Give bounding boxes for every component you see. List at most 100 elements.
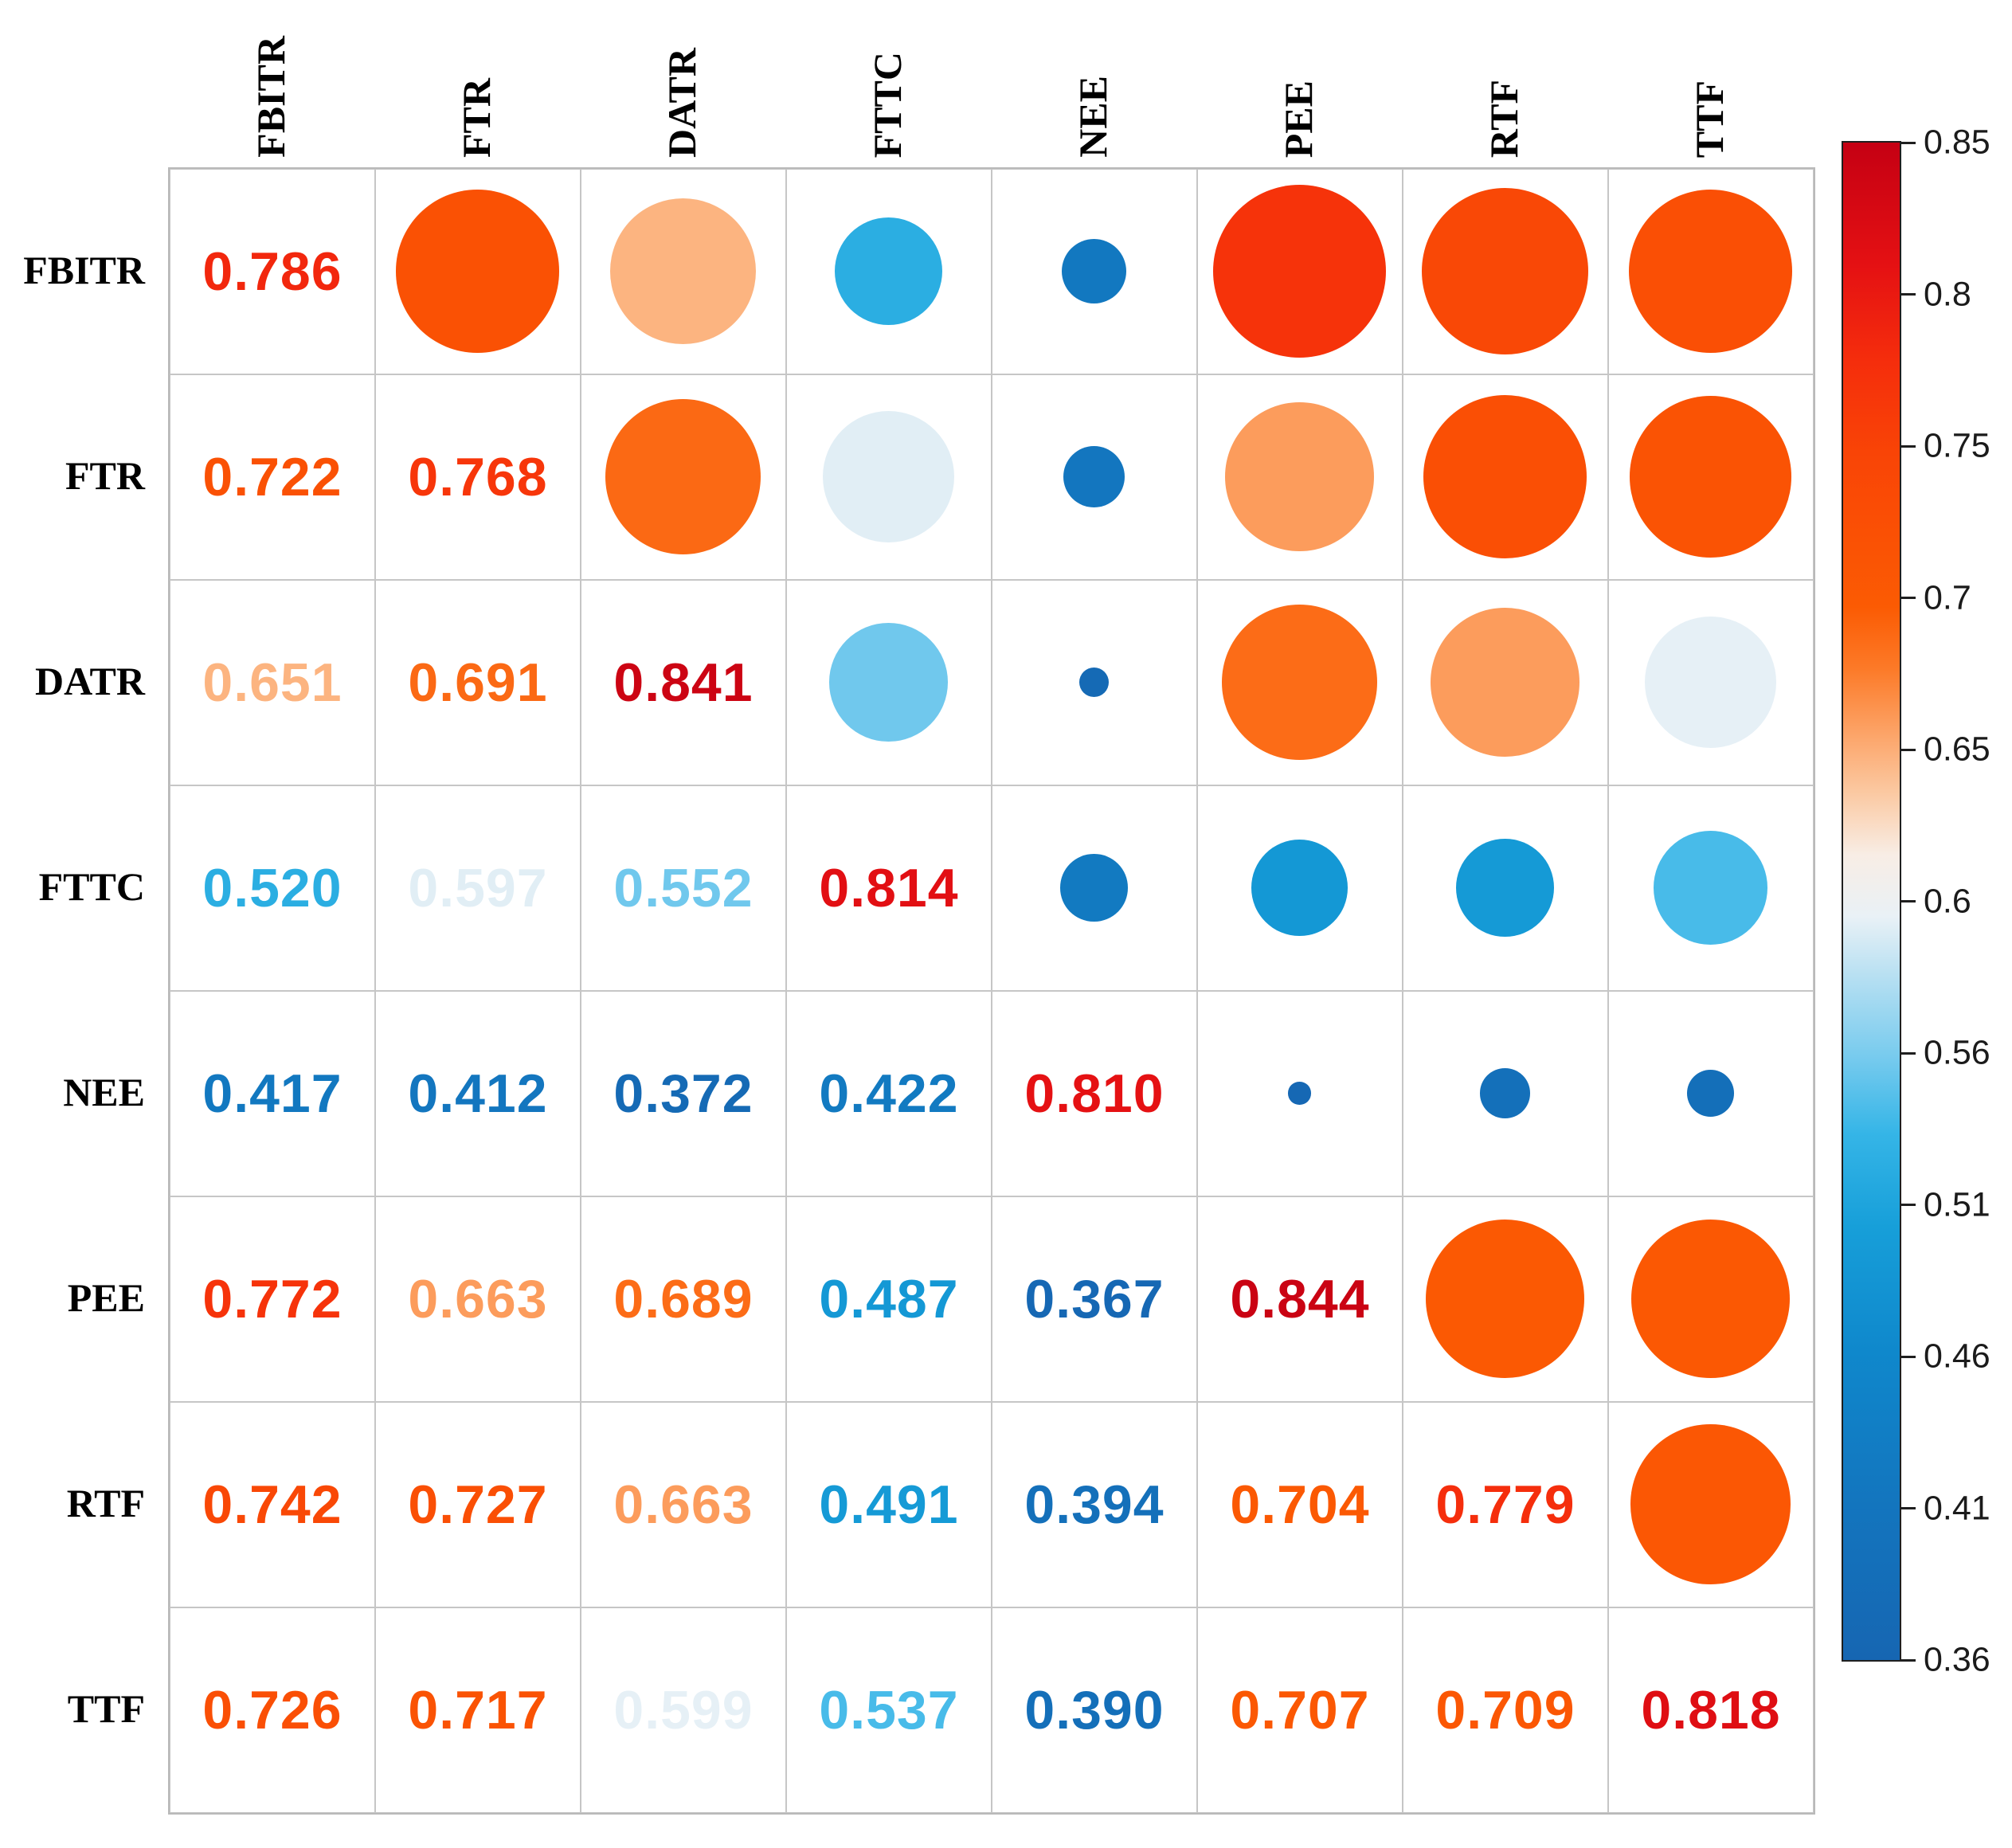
column-header-rtf: RTF [1401, 0, 1607, 158]
correlation-value: 0.417 [202, 1063, 343, 1124]
matrix-cell-fbitr-ttf [1608, 169, 1814, 374]
correlation-circle [829, 623, 948, 742]
matrix-grid: 0.786 0.722 0.768 0.651 0.691 0.841 0.520 0.597… [168, 167, 1815, 1815]
correlation-value: 0.552 [613, 858, 754, 918]
matrix-cell-fbitr-ftr [375, 169, 581, 374]
column-header-ftr: FTR [374, 0, 579, 158]
matrix-cell-ftr-pee [1197, 374, 1403, 580]
colorbar-tick [1901, 1204, 1916, 1206]
colorbar-tick [1901, 748, 1916, 751]
colorbar-tick [1901, 900, 1916, 902]
matrix-cell-fttc-fttc: 0.814 [786, 785, 992, 991]
column-header-label: FBITR [249, 36, 293, 158]
matrix-cell-pee-fbitr: 0.772 [170, 1196, 375, 1402]
diagonal-value: 0.786 [202, 241, 343, 302]
colorbar-tick [1901, 1051, 1916, 1055]
correlation-circle [1456, 839, 1554, 937]
correlation-value: 0.412 [408, 1063, 548, 1124]
matrix-cell-nee-ftr: 0.412 [375, 991, 581, 1196]
matrix-cell-rtf-fbitr: 0.742 [170, 1402, 375, 1607]
matrix-cell-pee-ftr: 0.663 [375, 1196, 581, 1402]
colorbar-gradient [1842, 141, 1901, 1662]
column-header-datr: DATR [579, 0, 785, 158]
matrix-cell-rtf-rtf: 0.779 [1403, 1402, 1608, 1607]
matrix-cell-ftr-fbitr: 0.722 [170, 374, 375, 580]
colorbar-tick-label: 0.7 [1924, 578, 1971, 617]
matrix-cell-ttf-datr: 0.599 [581, 1607, 786, 1813]
correlation-circle [1654, 831, 1767, 945]
correlation-value: 0.691 [408, 652, 548, 713]
matrix-cell-pee-datr: 0.689 [581, 1196, 786, 1402]
matrix-cell-pee-nee: 0.367 [992, 1196, 1197, 1402]
matrix-cell-ftr-ttf [1608, 374, 1814, 580]
matrix-cell-pee-fttc: 0.487 [786, 1196, 992, 1402]
colorbar-tick [1901, 597, 1916, 599]
correlation-value: 0.597 [408, 858, 548, 918]
correlation-value: 0.722 [202, 447, 343, 507]
correlation-circle [1060, 854, 1128, 922]
correlation-circle [605, 398, 761, 555]
matrix-cell-ftr-rtf [1403, 374, 1608, 580]
correlation-circle [610, 198, 756, 344]
matrix-cell-ftr-fttc [786, 374, 992, 580]
correlation-circle [1630, 1424, 1791, 1584]
correlation-value: 0.727 [408, 1474, 548, 1535]
correlation-circle [1288, 1082, 1311, 1105]
colorbar-tick [1901, 444, 1916, 448]
matrix-cell-ttf-rtf: 0.709 [1403, 1607, 1608, 1813]
correlation-value: 0.772 [202, 1269, 343, 1329]
row-header-ftr: FTR [65, 453, 145, 498]
correlation-value: 0.651 [202, 652, 343, 713]
diagonal-value: 0.818 [1641, 1680, 1781, 1740]
correlation-circle [1630, 1219, 1791, 1379]
matrix-cell-fbitr-nee [992, 169, 1197, 374]
correlation-value: 0.704 [1230, 1474, 1370, 1535]
colorbar-tick-label: 0.6 [1924, 882, 1971, 920]
correlation-circle [1212, 184, 1387, 358]
matrix-cell-datr-ftr: 0.691 [375, 580, 581, 785]
matrix-cell-datr-pee [1197, 580, 1403, 785]
colorbar-tick-label: 0.8 [1924, 275, 1971, 313]
correlation-circle [1421, 187, 1589, 355]
correlation-circle [1251, 840, 1348, 936]
matrix-cell-fbitr-rtf [1403, 169, 1608, 374]
colorbar-tick-label: 0.51 [1924, 1185, 1990, 1224]
correlation-circle [1630, 396, 1791, 558]
matrix-cell-nee-rtf [1403, 991, 1608, 1196]
matrix-cell-ttf-pee: 0.707 [1197, 1607, 1403, 1813]
column-header-pee: PEE [1196, 0, 1401, 158]
matrix-cell-rtf-fttc: 0.491 [786, 1402, 992, 1607]
row-header-fttc: FTTC [38, 864, 145, 909]
matrix-cell-ftr-ftr: 0.768 [375, 374, 581, 580]
matrix-cell-datr-fttc [786, 580, 992, 785]
matrix-cell-nee-fttc: 0.422 [786, 991, 992, 1196]
matrix-cell-ftr-nee [992, 374, 1197, 580]
correlation-circle [834, 217, 943, 326]
matrix-cell-pee-rtf [1403, 1196, 1608, 1402]
matrix-cell-datr-nee [992, 580, 1197, 785]
row-header-datr: DATR [35, 659, 145, 703]
matrix-cell-datr-datr: 0.841 [581, 580, 786, 785]
column-header-label: DATR [660, 48, 704, 158]
column-header-label: FTTC [865, 51, 910, 158]
colorbar-tick-label: 0.65 [1924, 730, 1990, 769]
matrix-cell-ttf-ftr: 0.717 [375, 1607, 581, 1813]
correlation-circle [1628, 189, 1793, 354]
matrix-cell-fbitr-datr [581, 169, 786, 374]
correlation-circle [1078, 667, 1110, 698]
diagonal-value: 0.841 [613, 652, 754, 713]
correlation-circle [1426, 1220, 1584, 1378]
correlation-value: 0.520 [202, 858, 343, 918]
column-header-label: RTF [1482, 79, 1526, 158]
correlation-circle [822, 410, 955, 543]
matrix-cell-fttc-fbitr: 0.520 [170, 785, 375, 991]
correlation-value: 0.537 [819, 1680, 959, 1740]
colorbar-tick-label: 0.75 [1924, 426, 1990, 465]
correlation-circle [1225, 402, 1374, 551]
matrix-cell-fbitr-pee [1197, 169, 1403, 374]
matrix-cell-datr-fbitr: 0.651 [170, 580, 375, 785]
matrix-cell-ttf-nee: 0.390 [992, 1607, 1197, 1813]
column-header-label: PEE [1276, 80, 1321, 158]
colorbar-tick-label: 0.46 [1924, 1337, 1990, 1376]
